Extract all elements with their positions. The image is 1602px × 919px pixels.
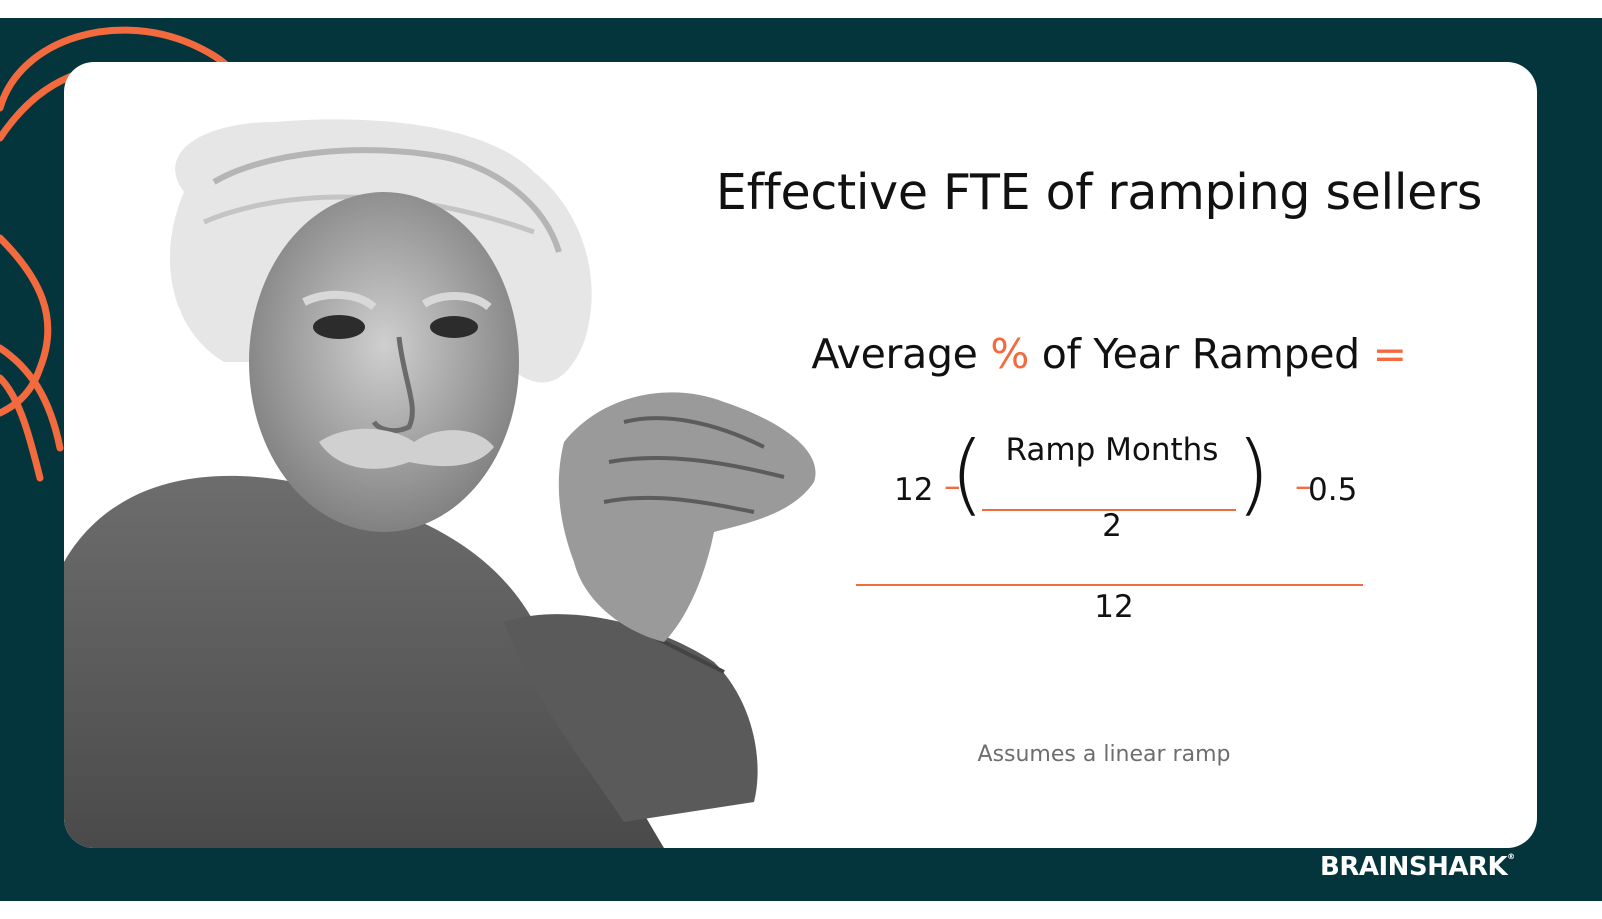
ramp-months-numerator: Ramp Months [1005,432,1219,468]
formula-lhs: Average % of Year Ramped = [809,330,1409,378]
minus-symbol: – [1295,466,1312,505]
percent-symbol: % [990,330,1029,378]
open-parenthesis: ( [950,422,985,525]
close-parenthesis: ) [1236,422,1271,525]
portrait-illustration [64,119,816,848]
footnote: Assumes a linear ramp [977,742,1231,767]
formula-term-half: 0.5 [1308,472,1358,508]
slide-title: Effective FTE of ramping sellers [715,164,1483,221]
main-fraction-bar [856,584,1363,586]
inner-divisor: 2 [1102,508,1122,544]
trademark-symbol: ® [1507,852,1515,861]
brand-name: BRAINSHARK [1320,852,1508,882]
brand-logo: BRAINSHARK® [1320,852,1515,882]
formula-term-12: 12 [894,472,934,508]
formula-denominator: 12 [1094,589,1134,625]
inner-fraction-bar [982,509,1236,511]
formula-lhs-suffix: of Year Ramped [1029,330,1373,378]
content-card: Effective FTE of ramping sellers Average… [64,62,1537,848]
minus-symbol: – [944,466,961,505]
formula-lhs-prefix: Average [811,330,991,378]
equals-symbol: = [1372,330,1407,378]
slide-frame: Effective FTE of ramping sellers Average… [0,18,1602,901]
